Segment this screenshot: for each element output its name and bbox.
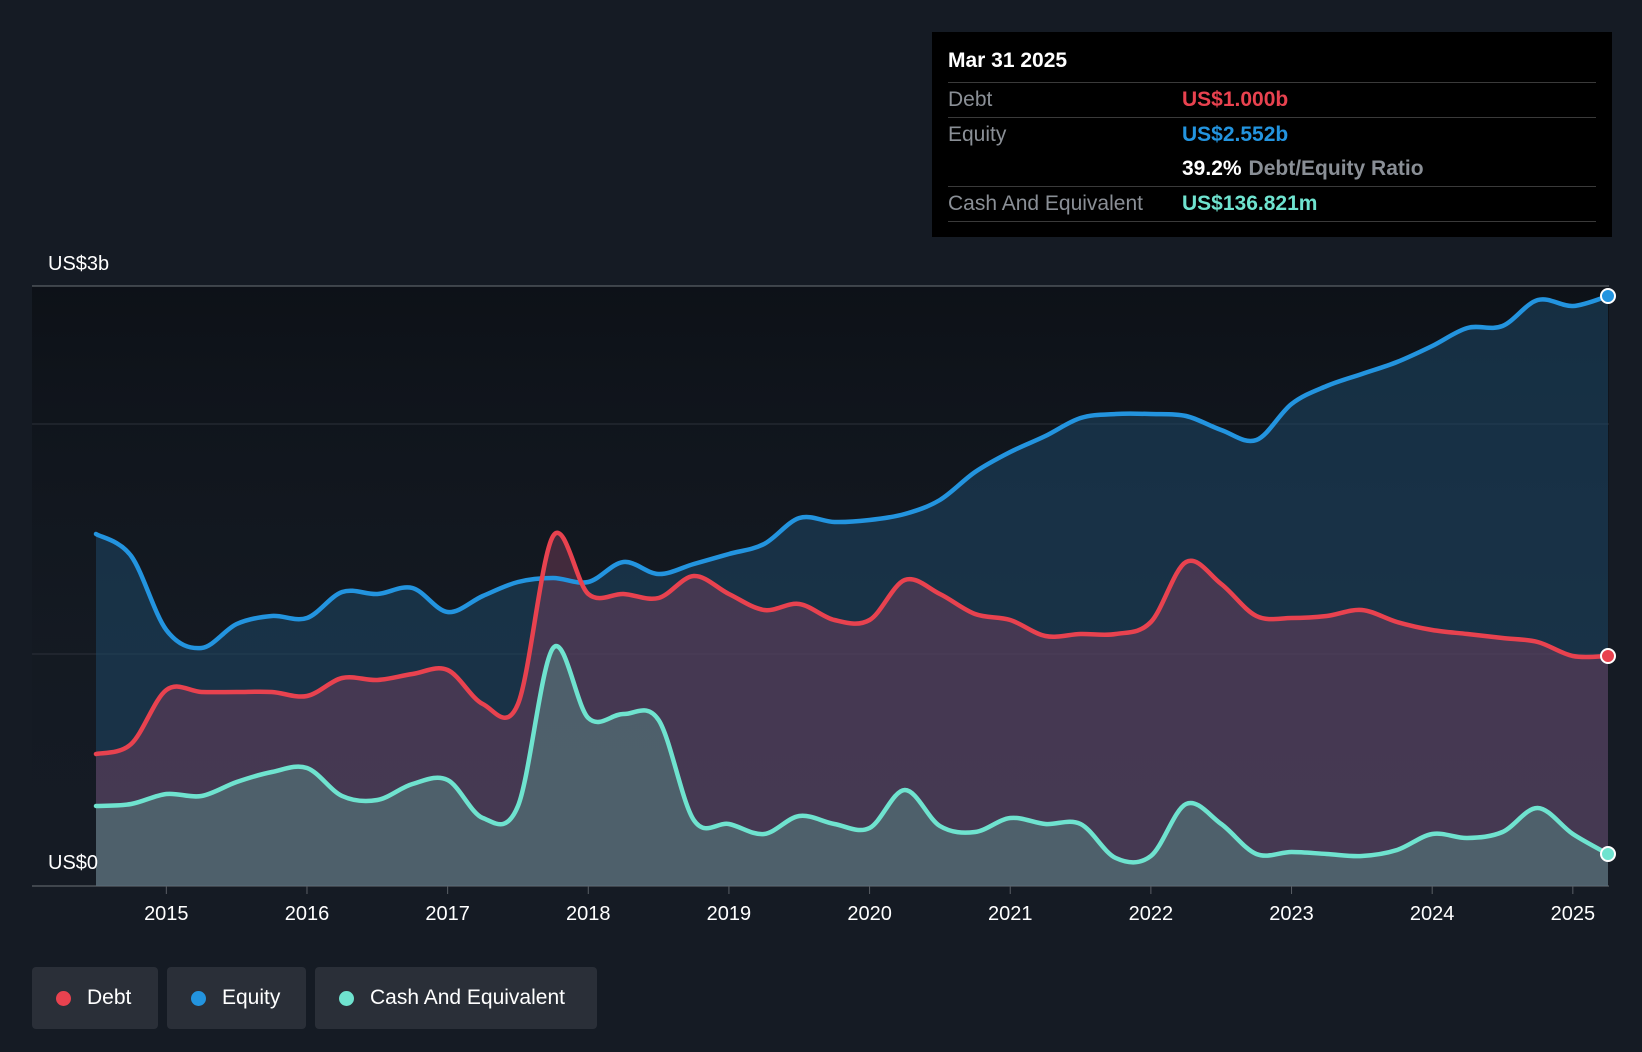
chart-legend: Debt Equity Cash And Equivalent <box>32 967 597 1029</box>
legend-cash-dot-icon <box>339 990 354 1006</box>
series-endpoints <box>1600 288 1616 862</box>
debt-line <box>93 530 1611 757</box>
series-areas <box>96 296 1608 886</box>
tooltip-ratio-value: 39.2% <box>1182 157 1242 180</box>
x-tick-label: 2016 <box>285 903 330 925</box>
legend-debt-dot-icon <box>56 990 71 1006</box>
tooltip-ratio-label: Debt/Equity Ratio <box>1248 157 1424 180</box>
tooltip-debt-value: US$1.000b <box>1182 88 1289 111</box>
legend-debt-label: Debt <box>87 986 132 1009</box>
legend-debt[interactable]: Debt <box>32 967 158 1029</box>
x-tick-label: 2021 <box>988 903 1033 925</box>
series-lines <box>93 293 1611 865</box>
y-axis-top-label: US$3b <box>48 253 109 275</box>
tooltip-debt-label: Debt <box>948 88 993 111</box>
tooltip-ratio-row: 39.2% Debt/Equity Ratio <box>948 152 1596 186</box>
tooltip-cash-value: US$136.821m <box>1182 192 1318 215</box>
cash-line <box>93 643 1611 865</box>
tooltip-cash-label: Cash And Equivalent <box>948 192 1143 215</box>
equity-line <box>93 293 1611 651</box>
tooltip-date: Mar 31 2025 <box>948 49 1068 72</box>
tooltip-debt-row: Debt US$1.000b <box>948 82 1596 117</box>
equity-endpoint <box>1600 288 1616 304</box>
y-axis-bottom-label: US$0 <box>48 852 98 874</box>
x-tick-label: 2024 <box>1410 903 1455 925</box>
tooltip-equity-value: US$2.552b <box>1182 123 1289 146</box>
x-axis: 2015 2016 2017 2018 2019 2020 2021 2022 2023 2024… <box>144 886 1595 925</box>
x-tick-label: 2025 <box>1551 903 1596 925</box>
cash-area <box>96 646 1608 886</box>
legend-cash[interactable]: Cash And Equivalent <box>315 967 597 1029</box>
tooltip-cash-row: Cash And Equivalent US$136.821m <box>948 186 1596 222</box>
legend-cash-label: Cash And Equivalent <box>370 986 565 1009</box>
tooltip-equity-label: Equity <box>948 123 1007 146</box>
x-tick-label: 2023 <box>1269 903 1314 925</box>
tooltip: Mar 31 2025 Debt US$1.000b Equity US$2.5… <box>932 32 1612 237</box>
tooltip-equity-row: Equity US$2.552b <box>948 117 1596 152</box>
x-tick-label: 2022 <box>1129 903 1174 925</box>
x-tick-label: 2017 <box>425 903 470 925</box>
x-tick-label: 2018 <box>566 903 611 925</box>
debt-area <box>96 532 1608 886</box>
legend-equity-dot-icon <box>191 990 206 1006</box>
debt-endpoint <box>1600 648 1616 664</box>
x-tick-label: 2015 <box>144 903 189 925</box>
cash-endpoint <box>1600 846 1616 862</box>
x-tick-label: 2020 <box>847 903 892 925</box>
legend-equity-label: Equity <box>222 986 281 1009</box>
x-tick-label: 2019 <box>707 903 752 925</box>
equity-area <box>96 296 1608 886</box>
legend-equity[interactable]: Equity <box>167 967 306 1029</box>
